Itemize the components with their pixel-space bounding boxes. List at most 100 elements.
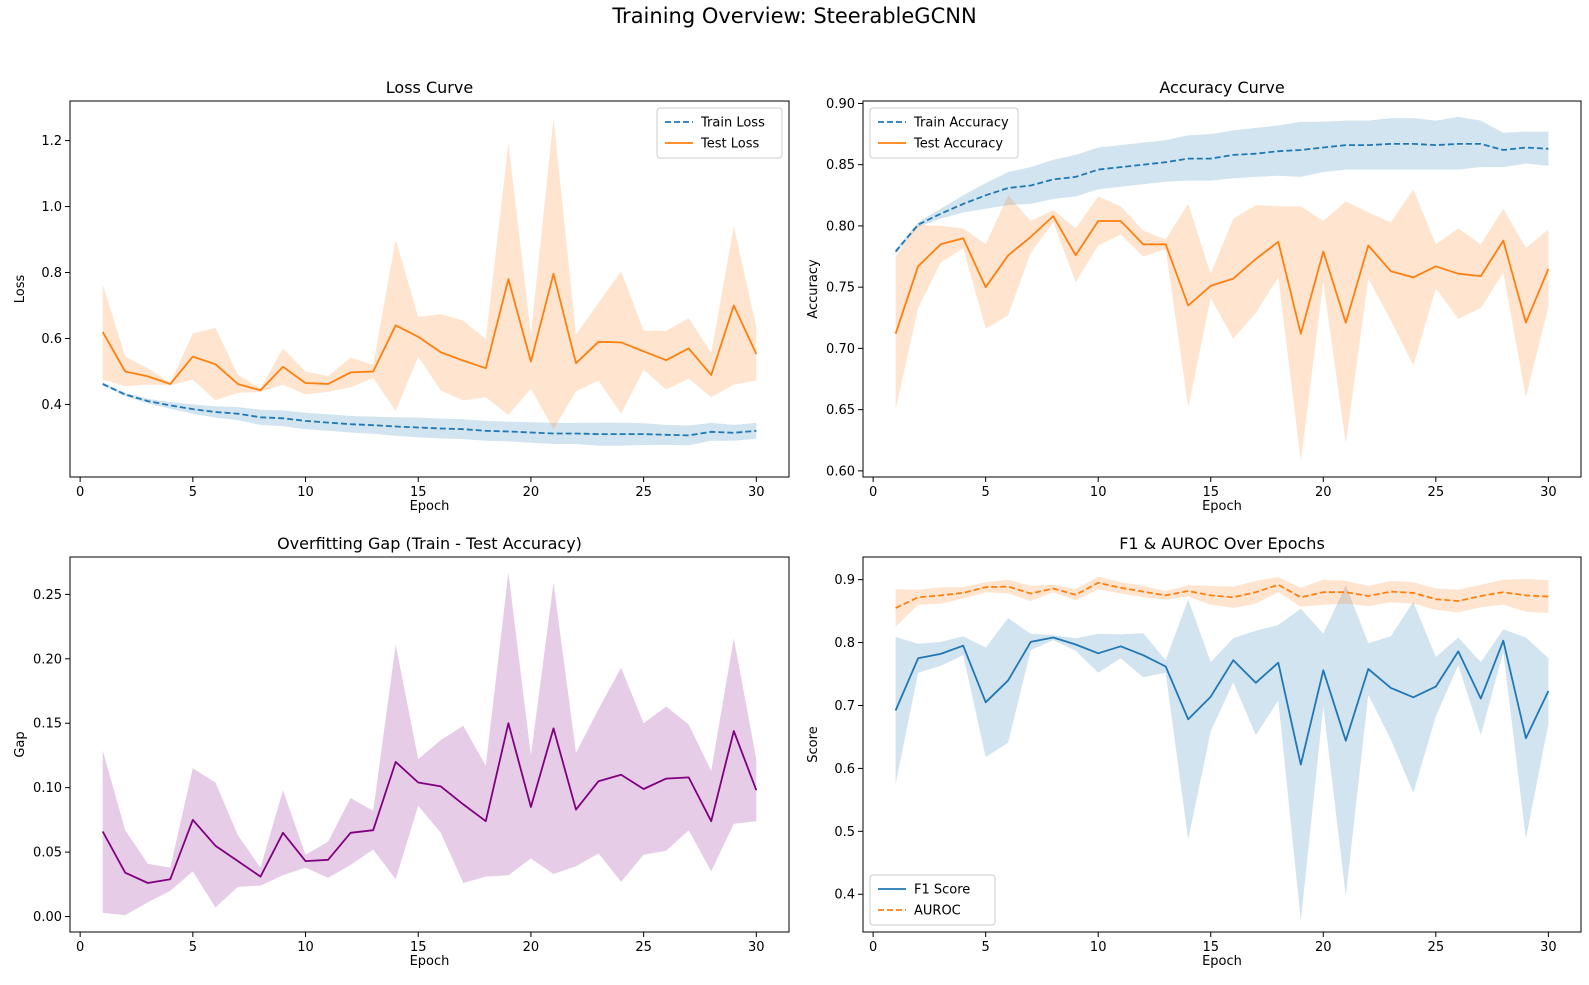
x-tick-label: 30 xyxy=(1540,485,1557,500)
y-tick-label: 0.5 xyxy=(834,825,855,840)
confidence-band-2-2 xyxy=(895,189,1549,462)
series-line-1-1 xyxy=(102,383,757,437)
y-tick-label: 0.8 xyxy=(41,266,62,281)
plot-frame-1 xyxy=(69,100,790,478)
x-tick-label: 20 xyxy=(523,485,540,500)
y-tick-label: 1.2 xyxy=(41,134,62,149)
y-axis-label: Score xyxy=(806,726,821,762)
y-tick-label: 0.20 xyxy=(33,652,62,667)
x-tick-label: 25 xyxy=(1428,485,1445,500)
y-tick-label: 0.00 xyxy=(33,910,62,925)
confidence-band-1-1 xyxy=(102,382,757,446)
chart-panel-2: 0 5 10 15 20 25 30 0.60 0.65 0.70 0.75 0.80 0.85 0.90… xyxy=(806,78,1582,514)
figure-title: Training Overview: SteerableGCNN xyxy=(612,4,977,28)
chart-title: Overfitting Gap (Train - Test Accuracy) xyxy=(277,534,582,553)
x-tick-label: 5 xyxy=(189,940,197,955)
legend-label: Test Accuracy xyxy=(913,137,1003,152)
legend-box xyxy=(869,874,996,926)
x-tick-label: 0 xyxy=(869,940,877,955)
series-line-4-1 xyxy=(894,636,1550,766)
x-tick-label: 15 xyxy=(1202,940,1219,955)
legend-label: AUROC xyxy=(914,904,961,919)
x-tick-label: 10 xyxy=(1090,940,1107,955)
plot-frame-3 xyxy=(69,556,790,933)
y-tick-label: 0.15 xyxy=(33,717,62,732)
x-tick-label: 20 xyxy=(1315,940,1332,955)
x-tick-label: 25 xyxy=(635,485,652,500)
legend-label: Train Loss xyxy=(700,116,765,131)
series-line-2-1 xyxy=(894,142,1549,253)
y-axis-label: Accuracy xyxy=(806,259,821,319)
x-tick-label: 5 xyxy=(189,485,197,500)
legend-box xyxy=(656,107,783,159)
series-line-4-2 xyxy=(895,581,1549,609)
x-tick-label: 5 xyxy=(982,940,990,955)
y-tick-label: 0.85 xyxy=(826,158,855,173)
chart-title: F1 & AUROC Over Epochs xyxy=(1119,534,1325,553)
x-axis-label: Epoch xyxy=(1202,499,1242,514)
series-line-2-2 xyxy=(894,215,1550,335)
x-tick-label: 0 xyxy=(76,940,84,955)
x-tick-label: 20 xyxy=(1315,485,1332,500)
x-tick-label: 25 xyxy=(635,940,652,955)
x-tick-label: 10 xyxy=(1090,485,1107,500)
legend: Train Accuracy Test Accuracy xyxy=(869,107,1019,159)
y-tick-label: 0.10 xyxy=(33,781,62,796)
x-tick-label: 5 xyxy=(982,485,990,500)
chart-panel-1: 0 5 10 15 20 25 30 0.4 0.6 0.8 1.0 1.2 Loss Curve Epo… xyxy=(13,78,790,514)
plot-frame-4 xyxy=(862,556,1582,933)
x-tick-label: 15 xyxy=(1202,485,1219,500)
y-axis-label: Loss xyxy=(13,275,28,304)
x-tick-label: 20 xyxy=(523,940,540,955)
x-axis-label: Epoch xyxy=(410,954,450,969)
confidence-band-4-2 xyxy=(895,576,1549,627)
confidence-band-4-1 xyxy=(895,585,1549,921)
x-axis-label: Epoch xyxy=(410,499,450,514)
x-axis-label: Epoch xyxy=(1202,954,1242,969)
confidence-band-3-1 xyxy=(102,572,757,916)
y-tick-label: 0.80 xyxy=(826,219,855,234)
chart-panel-3: 0 5 10 15 20 25 30 0.00 0.05 0.10 0.15 0.20 0.25 Over… xyxy=(13,534,790,969)
x-tick-label: 0 xyxy=(76,485,84,500)
y-tick-label: 1.0 xyxy=(41,200,62,215)
y-axis-label: Gap xyxy=(13,731,28,757)
series-line-1-2 xyxy=(101,272,758,392)
y-tick-label: 0.6 xyxy=(41,332,62,347)
legend-label: F1 Score xyxy=(914,883,970,898)
x-tick-label: 30 xyxy=(1540,940,1557,955)
series-line-3-1 xyxy=(101,722,758,884)
x-tick-label: 15 xyxy=(410,485,427,500)
y-tick-label: 0.9 xyxy=(834,573,855,588)
legend: Train Loss Test Loss xyxy=(656,107,783,159)
x-tick-label: 10 xyxy=(297,485,314,500)
legend-box xyxy=(869,107,1019,159)
y-tick-label: 0.70 xyxy=(826,342,855,357)
x-tick-label: 15 xyxy=(410,940,427,955)
y-tick-label: 0.6 xyxy=(834,762,855,777)
y-tick-label: 0.60 xyxy=(826,464,855,479)
y-tick-label: 0.75 xyxy=(826,281,855,296)
x-tick-label: 30 xyxy=(748,485,765,500)
y-tick-label: 0.65 xyxy=(826,403,855,418)
legend: F1 Score AUROC xyxy=(869,874,996,926)
x-tick-label: 30 xyxy=(748,940,765,955)
x-tick-label: 10 xyxy=(297,940,314,955)
chart-panel-4: 0 5 10 15 20 25 30 0.4 0.5 0.6 0.7 0.8 0.9 F1 & AUROC… xyxy=(806,534,1582,969)
y-tick-label: 0.4 xyxy=(834,888,855,903)
legend-label: Test Loss xyxy=(700,137,759,152)
legend-label: Train Accuracy xyxy=(913,116,1009,131)
confidence-band-2-1 xyxy=(895,116,1549,255)
y-tick-label: 0.7 xyxy=(834,699,855,714)
y-tick-label: 0.05 xyxy=(33,846,62,861)
y-tick-label: 0.25 xyxy=(33,588,62,603)
y-tick-label: 0.8 xyxy=(834,636,855,651)
x-tick-label: 25 xyxy=(1428,940,1445,955)
y-tick-label: 0.90 xyxy=(826,97,855,112)
confidence-band-1-2 xyxy=(102,118,757,430)
chart-title: Loss Curve xyxy=(386,78,473,97)
y-tick-label: 0.4 xyxy=(41,398,62,413)
chart-title: Accuracy Curve xyxy=(1159,78,1284,97)
plot-frame-2 xyxy=(862,100,1582,478)
